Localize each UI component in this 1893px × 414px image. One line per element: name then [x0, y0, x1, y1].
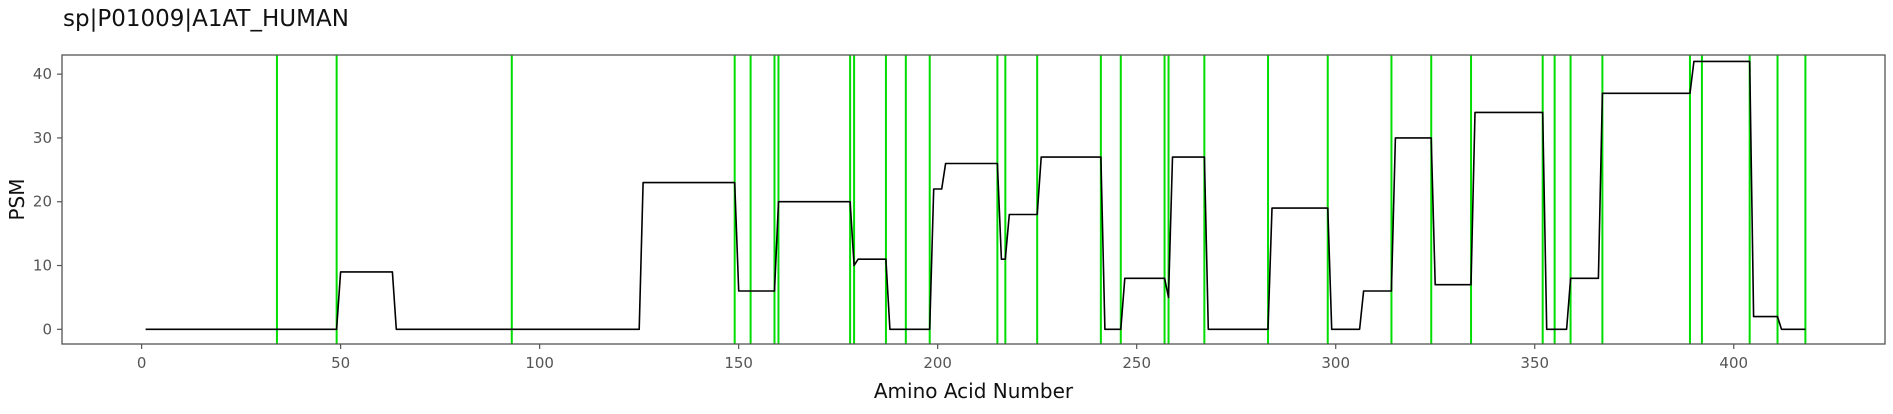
x-axis-ticks: 0 50 100 150 200 250 300 350 400: [137, 344, 1748, 372]
x-tick-label: 250: [1122, 354, 1151, 372]
x-tick-label: 350: [1520, 354, 1549, 372]
x-tick-label: 400: [1719, 354, 1748, 372]
x-tick-label: 50: [331, 354, 350, 372]
x-axis-title: Amino Acid Number: [874, 379, 1074, 403]
y-axis-title: PSM: [5, 178, 29, 220]
y-tick-label: 0: [42, 320, 52, 338]
x-tick-label: 150: [724, 354, 753, 372]
y-axis-ticks: 0 10 20 30 40: [33, 65, 62, 338]
cleavage-marker-lines: [275, 55, 1807, 344]
x-tick-label: 100: [525, 354, 554, 372]
x-tick-label: 200: [923, 354, 952, 372]
psm-series-line: [145, 60, 1806, 331]
x-tick-label: 0: [137, 354, 147, 372]
y-tick-label: 30: [33, 129, 52, 147]
y-tick-label: 20: [33, 193, 52, 211]
plot-frame: [61, 54, 1886, 345]
chart-title: sp|P01009|A1AT_HUMAN: [63, 6, 349, 32]
y-tick-label: 10: [33, 257, 52, 275]
y-tick-label: 40: [33, 65, 52, 83]
x-tick-label: 300: [1321, 354, 1350, 372]
